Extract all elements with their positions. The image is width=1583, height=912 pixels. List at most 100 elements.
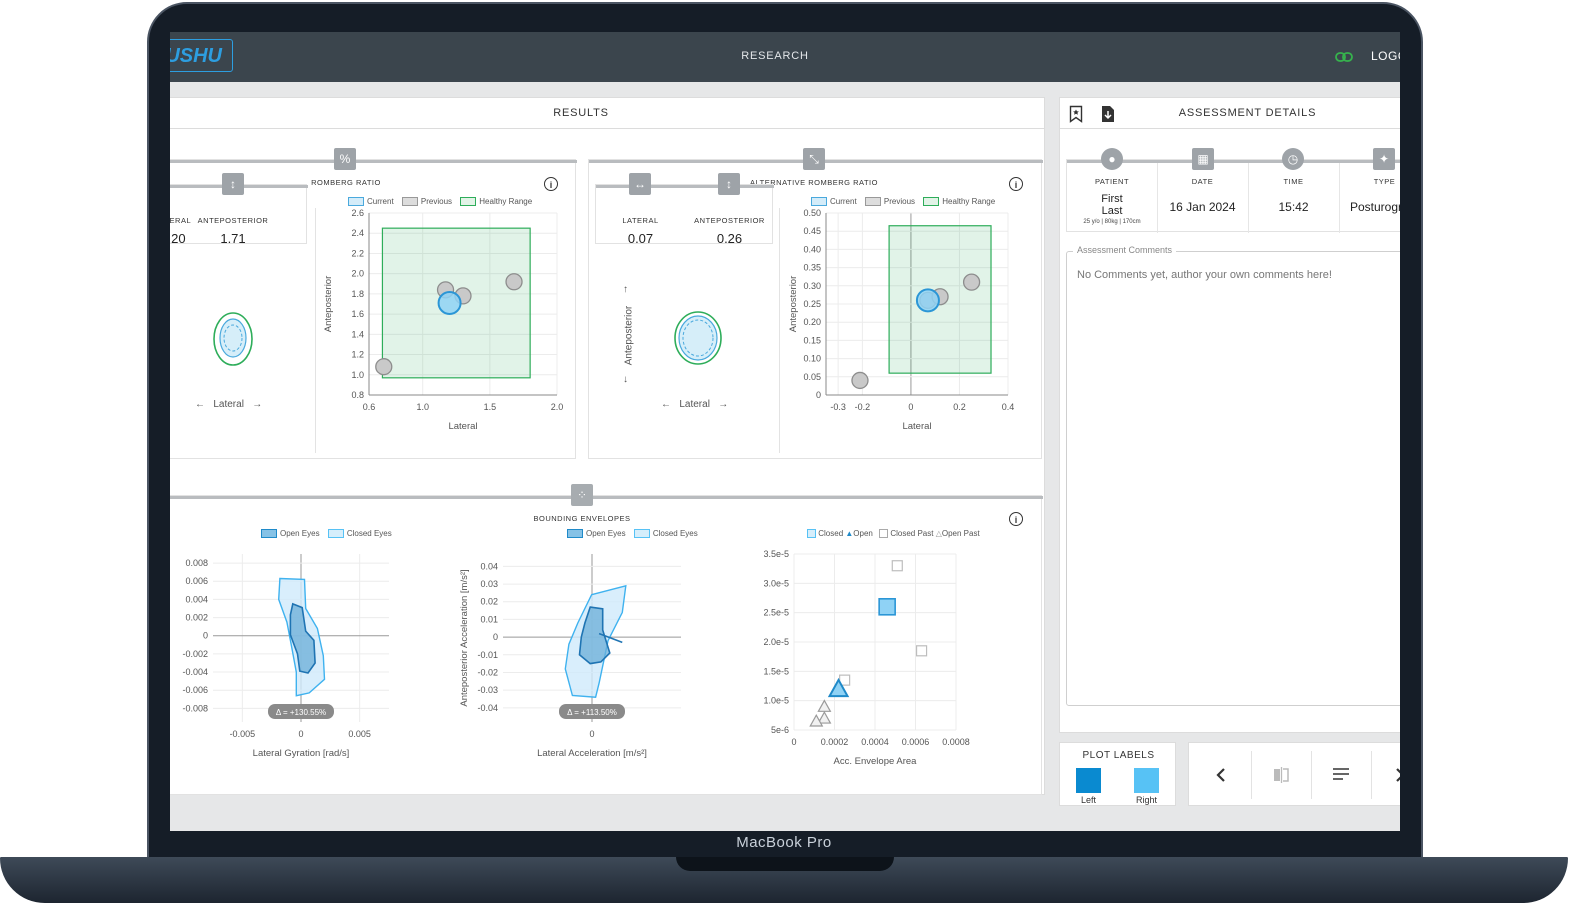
metric-label: ANTEPOSTERIOR: [694, 216, 765, 225]
details-title: ASSESSMENT DETAILS: [1178, 107, 1317, 119]
y-tick-label: -0.01: [477, 650, 498, 660]
bookmark-icon[interactable]: [1069, 105, 1083, 123]
lateral-caption: Lateral: [679, 399, 710, 410]
download-icon[interactable]: [1101, 105, 1115, 123]
patient-first: First: [1101, 193, 1123, 205]
y-tick-label: 0.04: [480, 561, 498, 571]
y-tick-label: 1.8: [351, 289, 364, 299]
y-tick-label: 1.2: [351, 350, 364, 360]
x-tick-label: 0.6: [363, 402, 376, 412]
y-tick-label: 0.002: [185, 613, 208, 623]
x-tick-label: 0: [298, 729, 303, 739]
y-tick-label: 2.0e-5: [764, 637, 789, 647]
lateral-caption: Lateral: [213, 399, 244, 410]
type-label: TYPE: [1373, 177, 1396, 186]
alt-romberg-metrics: ↔ ↕ LATERAL 0.07 ANTEPOSTERIOR 0.26: [595, 173, 774, 246]
legend-closed-eyes: Closed Eyes: [652, 529, 698, 538]
y-tick-label: 1.6: [351, 309, 364, 319]
y-tick-label: 0.02: [480, 597, 498, 607]
y-tick-label: 3.5e-5: [764, 549, 789, 559]
envelope-icon: ⁘: [571, 484, 593, 506]
assessment-details-card: ASSESSMENT DETAILS ● PATIENT First Last …: [1059, 97, 1400, 733]
envelope-area-chart: 0 0.0002 0.0004 0.0006 0.0008 3.5e-5 3.0e-5 2.5…: [764, 549, 970, 767]
results-card: RESULTS % ROMBERG RATIO i ↔ ↕ LATERAL 1.…: [170, 97, 1045, 795]
x-tick-label: 0.0002: [821, 737, 849, 747]
y-tick-label: 1.0e-5: [764, 696, 789, 706]
alt-romberg-label: ALTERNATIVE ROMBERG RATIO: [750, 178, 878, 187]
romberg-section: % ROMBERG RATIO i ↔ ↕ LATERAL 1.20 ANTEP…: [170, 148, 577, 459]
info-icon[interactable]: i: [1009, 177, 1023, 191]
y-tick-label: 0.03: [480, 579, 498, 589]
alt-romberg-chart: -0.3 -0.2 0 0.2 0.400.050.100.150.200.250.30…: [788, 208, 1014, 432]
y-tick-label: 0.35: [803, 263, 821, 273]
delta-annotation: Δ = +113.50%: [567, 708, 617, 717]
divider: [170, 128, 1044, 129]
info-icon[interactable]: i: [544, 177, 558, 191]
romberg-ellipse: [213, 312, 253, 366]
y-tick-label: 0.20: [803, 317, 821, 327]
y-tick-label: 0.45: [803, 226, 821, 236]
metric-value: 0.26: [716, 231, 743, 246]
previous-point: [851, 371, 869, 390]
envelopes-section: ⁘ BOUNDING ENVELOPES i Open Eyes Closed …: [170, 484, 1043, 795]
metric-value: 1.20: [170, 231, 186, 246]
y-tick-label: -0.004: [182, 667, 208, 677]
legend-closed-past: Closed Past: [890, 529, 934, 538]
x-tick-label: 2.0: [551, 402, 564, 412]
alt-romberg-legend: Current Previous Healthy Range: [805, 197, 995, 207]
delta-annotation: Δ = +130.55%: [276, 708, 326, 717]
info-icon[interactable]: i: [1009, 512, 1023, 526]
x-tick-label: 0: [791, 737, 796, 747]
app-logo[interactable]: USHU: [170, 39, 233, 72]
right-swatch[interactable]: [1134, 768, 1159, 793]
x-axis-label: Lateral Acceleration [m/s²]: [537, 748, 647, 759]
y-tick-label: 0: [203, 631, 208, 641]
y-tick-label: 3.0e-5: [764, 578, 789, 588]
previous-point: [962, 273, 981, 291]
romberg-label: ROMBERG RATIO: [311, 178, 381, 187]
metric-label: LATERAL: [170, 216, 192, 225]
y-tick-label: 0.008: [185, 558, 208, 568]
delta-badge: [268, 704, 334, 719]
open-past-point: [817, 711, 832, 724]
right-label: Right: [1135, 795, 1157, 805]
legend-open-eyes: Open Eyes: [586, 529, 626, 538]
closed-point: [878, 597, 896, 616]
open-eyes-envelope: [578, 606, 611, 665]
anteposterior-axis-icon: ↕: [222, 173, 244, 195]
compare-icon[interactable]: [1272, 766, 1290, 784]
x-tick-label: 0.005: [348, 729, 371, 739]
left-swatch[interactable]: [1076, 768, 1101, 793]
plot-labels-title: PLOT LABELS: [1082, 750, 1155, 761]
x-axis-label: Acc. Envelope Area: [834, 756, 918, 767]
closed-past-point: [915, 645, 928, 657]
ratio-icon: %: [334, 148, 356, 170]
closed-past-point: [891, 560, 903, 572]
y-axis-label: Anteposterior Acceleration [m/s²]: [459, 569, 470, 706]
y-tick-label: -0.006: [182, 685, 208, 695]
y-tick-label: 0.50: [803, 208, 821, 218]
y-tick-label: 2.5e-5: [764, 608, 789, 618]
metric-label: ANTEPOSTERIOR: [197, 216, 269, 225]
gyration-envelope-chart: -0.005 0 0.005 0.008 0.006 0.004 0.002 0 -0.002 -…: [182, 554, 389, 759]
ap-caption: Anteposterior: [623, 305, 635, 366]
comments-field[interactable]: Assessment Comments No Comments yet, aut…: [1066, 245, 1400, 706]
nav-research[interactable]: RESEARCH: [741, 50, 809, 62]
delta-badge: [559, 704, 625, 719]
link-icon[interactable]: [1335, 51, 1353, 63]
forward-chevron-icon[interactable]: [1395, 767, 1400, 783]
previous-point: [505, 273, 523, 291]
legend-healthy: Healthy Range: [479, 197, 533, 206]
time-value: 15:42: [1278, 200, 1309, 214]
y-tick-label: 0.40: [803, 244, 821, 254]
clock-icon: ◷: [1282, 148, 1304, 170]
x-tick-label: 0.0004: [861, 737, 889, 747]
y-tick-label: 0.15: [803, 335, 821, 345]
x-tick-label: -0.2: [855, 402, 871, 412]
open-eyes-tail: [598, 632, 623, 644]
y-axis-label: Anteposterior: [788, 276, 799, 333]
back-chevron-icon[interactable]: [1216, 767, 1226, 783]
notes-icon[interactable]: [1332, 767, 1350, 781]
logout-button[interactable]: LOGO: [1371, 49, 1400, 63]
legend-current: Current: [830, 197, 857, 206]
